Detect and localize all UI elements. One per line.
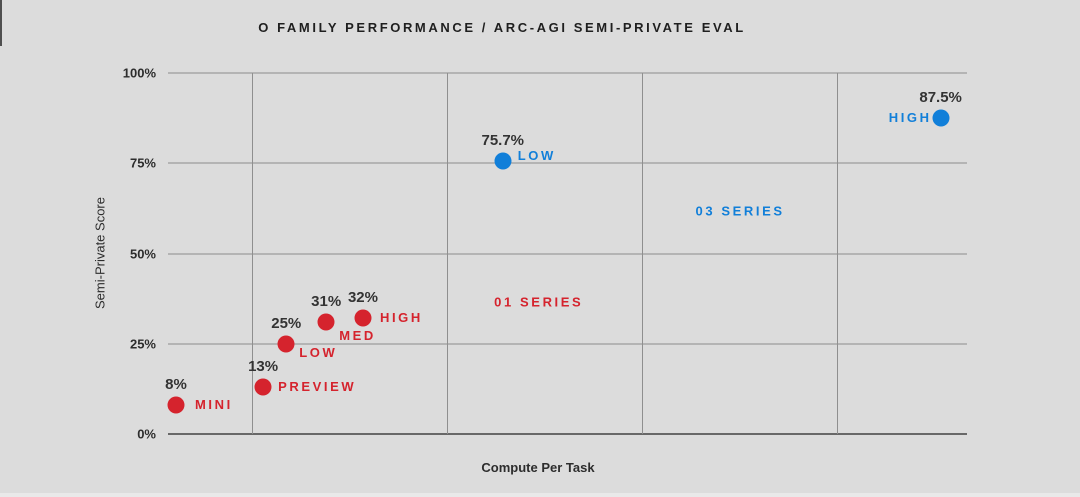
y-tick-label: 50% [129, 246, 156, 261]
h-gridline [168, 343, 967, 345]
screen-bottom-strip [0, 493, 1080, 497]
point-value-label: 13% [248, 358, 279, 376]
v-gridline [446, 73, 448, 434]
h-gridline [168, 162, 967, 164]
h-gridline [168, 433, 967, 435]
point-dot [277, 335, 295, 353]
y-tick-label: 0% [137, 426, 156, 442]
point-value-label: 31% [311, 293, 342, 311]
point-dot [354, 309, 372, 327]
point-dot [932, 109, 950, 127]
point-name-label: PREVIEW [278, 379, 357, 395]
point-value-label: 87.5% [919, 89, 962, 107]
plot-area: 01 SERIES 8% MINI 13% PREVIEW 25% LOW 31% MED 32%… [165, 72, 967, 435]
x-axis-title: Compute Per Task [481, 460, 595, 475]
point-dot [494, 152, 512, 170]
point-name-label: LOW [299, 344, 338, 360]
screen-edge-artifact [0, 0, 2, 46]
y-tick-label: 25% [129, 336, 156, 352]
v-gridline [836, 73, 838, 434]
point-name-label: MED [339, 328, 376, 344]
chart-title: O FAMILY PERFORMANCE / ARC-AGI SEMI-PRIV… [258, 20, 746, 35]
y-tick-label: 75% [129, 155, 156, 171]
point-dot [167, 396, 185, 414]
v-gridline [641, 73, 643, 434]
y-tick-label: 100% [122, 65, 156, 81]
point-name-label: HIGH [888, 110, 932, 126]
point-value-label: 25% [271, 314, 302, 332]
point-name-label: MINI [194, 397, 233, 413]
point-name-label: LOW [517, 147, 556, 163]
point-value-label: 8% [165, 376, 187, 394]
v-gridline [251, 73, 253, 434]
point-dot [317, 313, 335, 331]
point-dot [254, 378, 272, 396]
h-gridline [168, 72, 967, 74]
point-value-label: 75.7% [481, 131, 525, 149]
h-gridline [168, 253, 967, 254]
point-name-label: HIGH [379, 310, 423, 326]
y-axis-tick-labels: 100% 75% 50% 25% 0% [0, 66, 156, 442]
series-label: 03 SERIES [695, 203, 785, 219]
point-value-label: 32% [347, 289, 378, 307]
series-label: 01 SERIES [494, 294, 584, 310]
